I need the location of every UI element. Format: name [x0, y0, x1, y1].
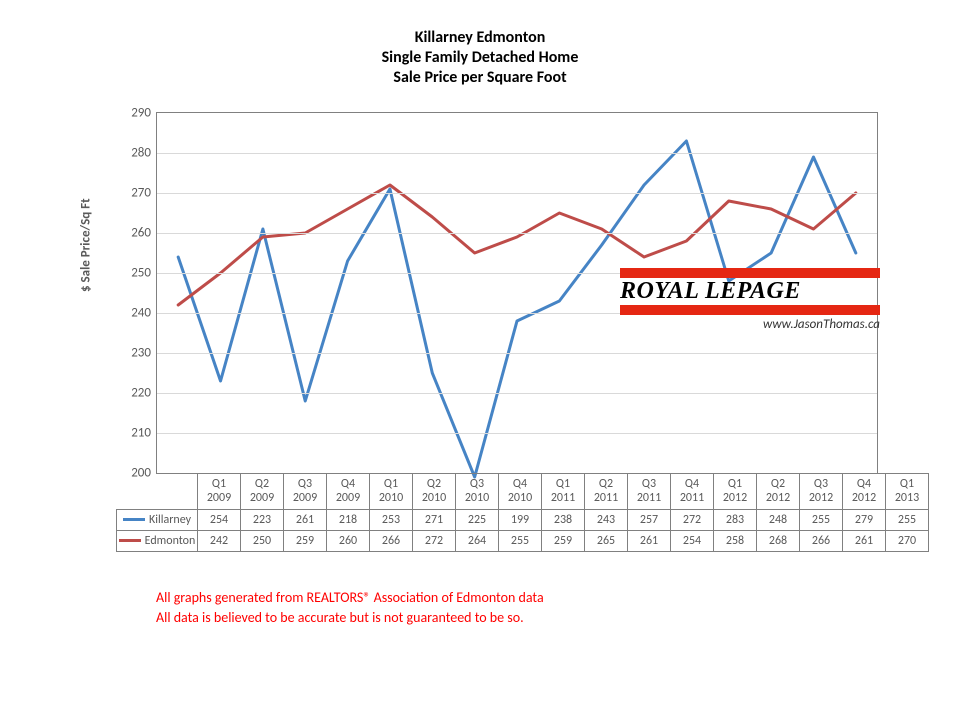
brand-name: ROYAL LEPAGE — [620, 278, 880, 305]
data-cell: 253 — [370, 509, 413, 530]
y-tick-label: 270 — [131, 186, 151, 201]
data-cell: 257 — [628, 509, 671, 530]
table-header-row: Q12009Q22009Q32009Q42009Q12010Q22010Q320… — [117, 474, 929, 510]
category-header: Q42009 — [327, 474, 370, 510]
data-cell: 266 — [800, 530, 843, 551]
data-cell: 254 — [198, 509, 241, 530]
y-axis-title: $ Sale Price/Sq Ft — [79, 198, 94, 292]
category-header: Q22009 — [241, 474, 284, 510]
data-cell: 261 — [843, 530, 886, 551]
data-cell: 266 — [370, 530, 413, 551]
category-header: Q12013 — [886, 474, 929, 510]
footnote-line: All data is believed to be accurate but … — [156, 608, 544, 628]
y-tick-label: 230 — [131, 346, 151, 361]
category-header: Q42010 — [499, 474, 542, 510]
data-cell: 250 — [241, 530, 284, 551]
table-row: Killarney2542232612182532712251992382432… — [117, 509, 929, 530]
data-cell: 259 — [542, 530, 585, 551]
data-cell: 218 — [327, 509, 370, 530]
footnote: All graphs generated from REALTORS® Asso… — [156, 588, 544, 627]
gridline — [157, 193, 877, 194]
category-header: Q42011 — [671, 474, 714, 510]
category-header: Q12010 — [370, 474, 413, 510]
data-cell: 225 — [456, 509, 499, 530]
table-corner — [117, 474, 198, 510]
category-header: Q22010 — [413, 474, 456, 510]
y-tick-label: 240 — [131, 306, 151, 321]
brand-url: www.JasonThomas.ca — [620, 317, 880, 332]
series-label-cell: Killarney — [117, 509, 198, 530]
data-cell: 199 — [499, 509, 542, 530]
data-table: Q12009Q22009Q32009Q42009Q12010Q22010Q320… — [116, 473, 929, 552]
category-header: Q12012 — [714, 474, 757, 510]
series-name: Edmonton — [145, 534, 196, 548]
y-tick-label: 280 — [131, 146, 151, 161]
footnote-line: All graphs generated from REALTORS® Asso… — [156, 588, 544, 608]
data-cell: 243 — [585, 509, 628, 530]
data-cell: 268 — [757, 530, 800, 551]
data-cell: 258 — [714, 530, 757, 551]
data-cell: 272 — [671, 509, 714, 530]
gridline — [157, 353, 877, 354]
data-cell: 255 — [800, 509, 843, 530]
title-line: Killarney Edmonton — [0, 28, 960, 48]
legend-swatch — [123, 518, 145, 521]
data-cell: 255 — [886, 509, 929, 530]
y-tick-label: 210 — [131, 426, 151, 441]
title-line: Sale Price per Square Foot — [0, 68, 960, 88]
data-cell: 264 — [456, 530, 499, 551]
data-cell: 255 — [499, 530, 542, 551]
y-tick-label: 260 — [131, 226, 151, 241]
category-header: Q32010 — [456, 474, 499, 510]
category-header: Q32009 — [284, 474, 327, 510]
series-name: Killarney — [149, 513, 191, 527]
category-header: Q22012 — [757, 474, 800, 510]
brand-bottom-bar — [620, 305, 880, 315]
gridline — [157, 433, 877, 434]
category-header: Q12011 — [542, 474, 585, 510]
legend-swatch — [119, 539, 141, 542]
data-cell: 248 — [757, 509, 800, 530]
chart-container: Killarney EdmontonSingle Family Detached… — [0, 0, 960, 720]
data-cell: 260 — [327, 530, 370, 551]
data-cell: 254 — [671, 530, 714, 551]
data-cell: 242 — [198, 530, 241, 551]
data-cell: 261 — [628, 530, 671, 551]
series-label-cell: Edmonton — [117, 530, 198, 551]
category-header: Q32011 — [628, 474, 671, 510]
data-cell: 270 — [886, 530, 929, 551]
y-tick-label: 220 — [131, 386, 151, 401]
data-cell: 265 — [585, 530, 628, 551]
data-cell: 223 — [241, 509, 284, 530]
category-header: Q22011 — [585, 474, 628, 510]
category-header: Q32012 — [800, 474, 843, 510]
y-tick-label: 250 — [131, 266, 151, 281]
category-header: Q42012 — [843, 474, 886, 510]
data-cell: 271 — [413, 509, 456, 530]
data-cell: 238 — [542, 509, 585, 530]
data-cell: 283 — [714, 509, 757, 530]
title-line: Single Family Detached Home — [0, 48, 960, 68]
table-row: Edmonton24225025926026627226425525926526… — [117, 530, 929, 551]
category-header: Q12009 — [198, 474, 241, 510]
data-cell: 259 — [284, 530, 327, 551]
data-cell: 279 — [843, 509, 886, 530]
chart-title: Killarney EdmontonSingle Family Detached… — [0, 28, 960, 88]
brand-top-bar — [620, 268, 880, 278]
y-tick-label: 290 — [131, 106, 151, 121]
brand-logo: ROYAL LEPAGE www.JasonThomas.ca — [620, 268, 880, 332]
gridline — [157, 233, 877, 234]
gridline — [157, 153, 877, 154]
data-cell: 261 — [284, 509, 327, 530]
gridline — [157, 393, 877, 394]
data-cell: 272 — [413, 530, 456, 551]
